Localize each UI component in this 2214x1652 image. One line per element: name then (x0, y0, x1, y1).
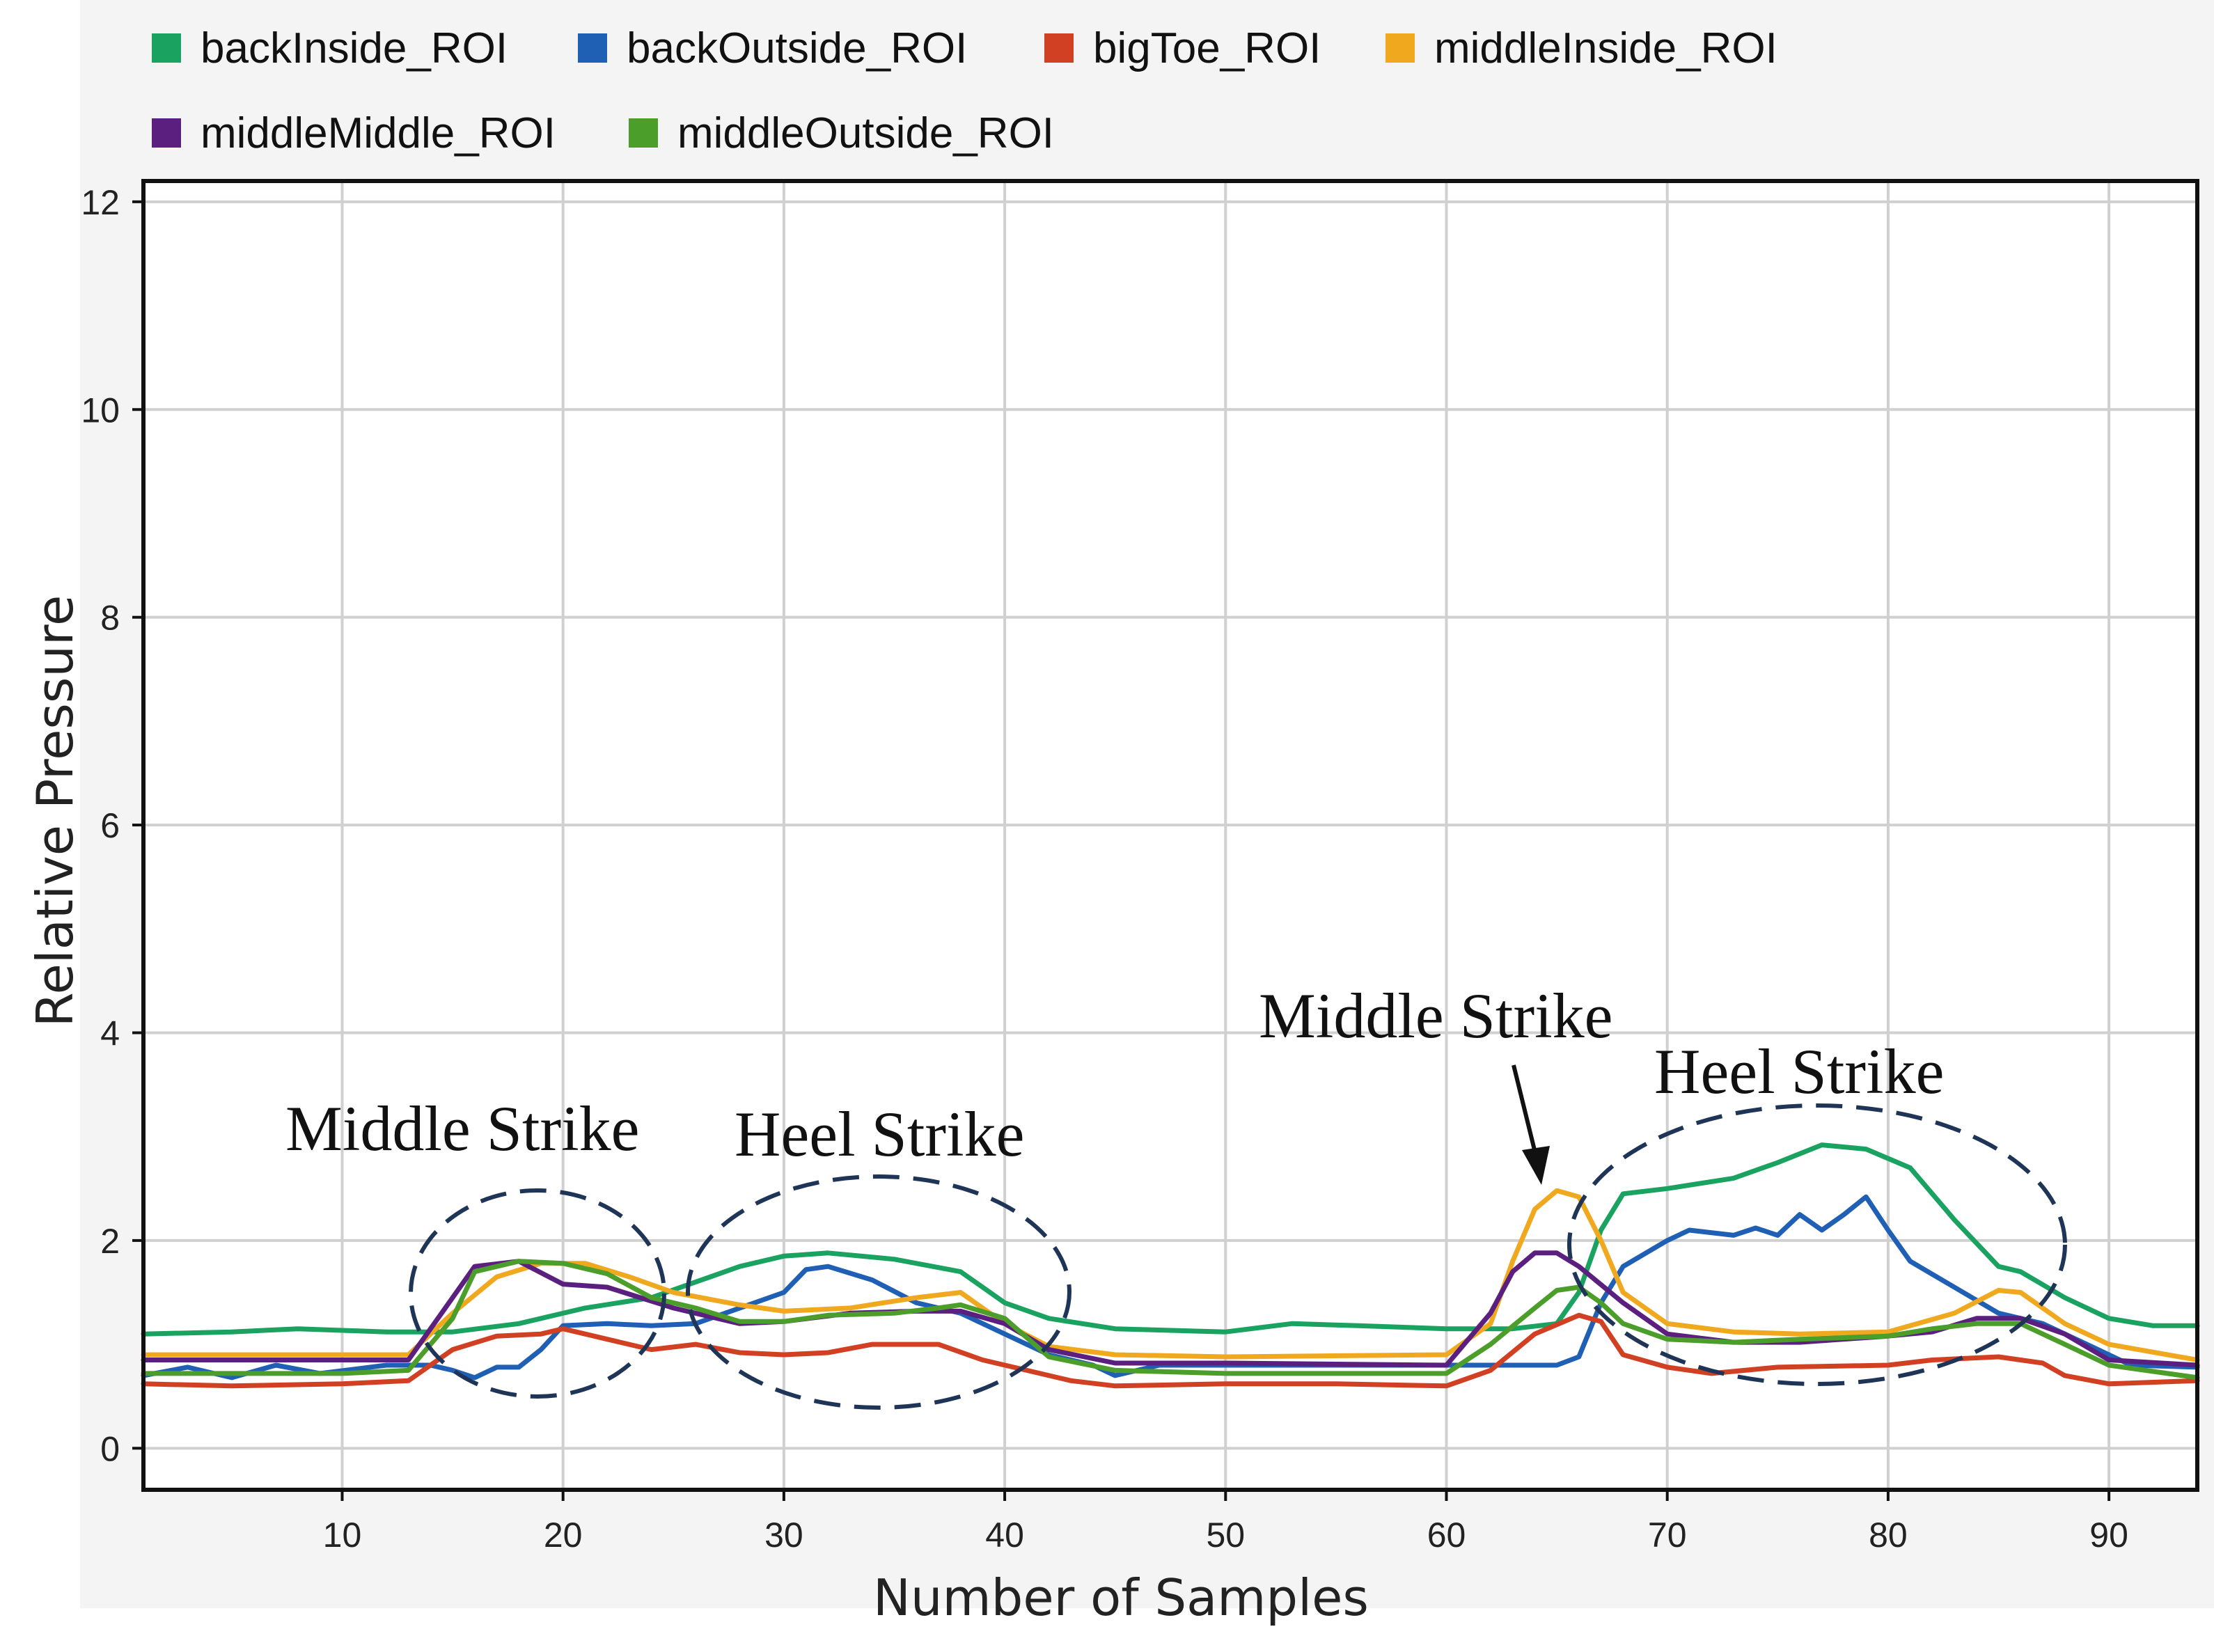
x-tick-label: 60 (1427, 1516, 1466, 1555)
x-tick-label: 20 (544, 1516, 583, 1555)
y-tick-label: 10 (81, 391, 120, 430)
x-tick-label: 70 (1648, 1516, 1687, 1555)
annotation-ellipse (686, 1174, 1071, 1410)
series-line-middleInside_ROI (141, 1188, 2200, 1362)
annotation-arrow-head (1522, 1146, 1550, 1185)
annotations: Middle Strike Heel Strike Middle Strike Hee… (285, 980, 2067, 1410)
x-tick-label: 10 (323, 1516, 362, 1555)
grid (143, 181, 2197, 1490)
y-tick-label: 8 (100, 599, 120, 638)
annotation-ellipse (409, 1188, 666, 1399)
y-tick-label: 4 (100, 1014, 120, 1053)
annotation-heel-strike-2: Heel Strike (1654, 1036, 1944, 1107)
legend-swatch (152, 33, 181, 63)
ticks: 10 20 30 40 50 60 70 80 90 0 2 4 6 8 10 12 (81, 183, 2128, 1555)
legend-label: middleInside_ROI (1434, 24, 1777, 72)
plot-frame (141, 179, 2199, 1492)
legend-label: middleMiddle_ROI (201, 109, 556, 157)
y-tick-label: 0 (100, 1429, 120, 1468)
x-tick-label: 50 (1206, 1516, 1245, 1555)
annotation-heel-strike-1: Heel Strike (735, 1099, 1024, 1170)
annotation-middle-strike-2: Middle Strike (1259, 980, 1613, 1051)
legend-label: bigToe_ROI (1093, 24, 1321, 72)
legend-label: middleOutside_ROI (677, 109, 1054, 157)
y-tick-label: 2 (100, 1222, 120, 1261)
x-axis-title: Number of Samples (873, 1568, 1369, 1627)
legend-swatch (1044, 33, 1074, 63)
x-tick-label: 40 (985, 1516, 1024, 1555)
x-tick-label: 80 (1869, 1516, 1908, 1555)
legend-swatch (629, 118, 658, 148)
x-tick-label: 90 (2089, 1516, 2128, 1555)
y-axis-title: Relative Pressure (26, 595, 84, 1028)
x-tick-label: 30 (764, 1516, 803, 1555)
annotation-ellipse (1567, 1103, 2067, 1386)
annotation-arrow-line (1512, 1064, 1539, 1162)
legend-label: backOutside_ROI (627, 24, 967, 72)
series-group (141, 1142, 2200, 1389)
series-line-middleOutside_ROI (141, 1259, 2200, 1380)
legend: backInside_ROI backOutside_ROI bigToe_ROI m… (152, 24, 1777, 157)
plot-area (143, 181, 2197, 1490)
legend-swatch (1385, 33, 1415, 63)
legend-swatch (152, 118, 181, 148)
annotation-middle-strike-1: Middle Strike (285, 1093, 640, 1164)
legend-swatch (578, 33, 607, 63)
y-tick-label: 6 (100, 806, 120, 845)
legend-label: backInside_ROI (201, 24, 508, 72)
series-line-backInside_ROI (141, 1142, 2200, 1337)
y-tick-label: 12 (81, 183, 120, 222)
series-line-bigToe_ROI (141, 1312, 2200, 1389)
